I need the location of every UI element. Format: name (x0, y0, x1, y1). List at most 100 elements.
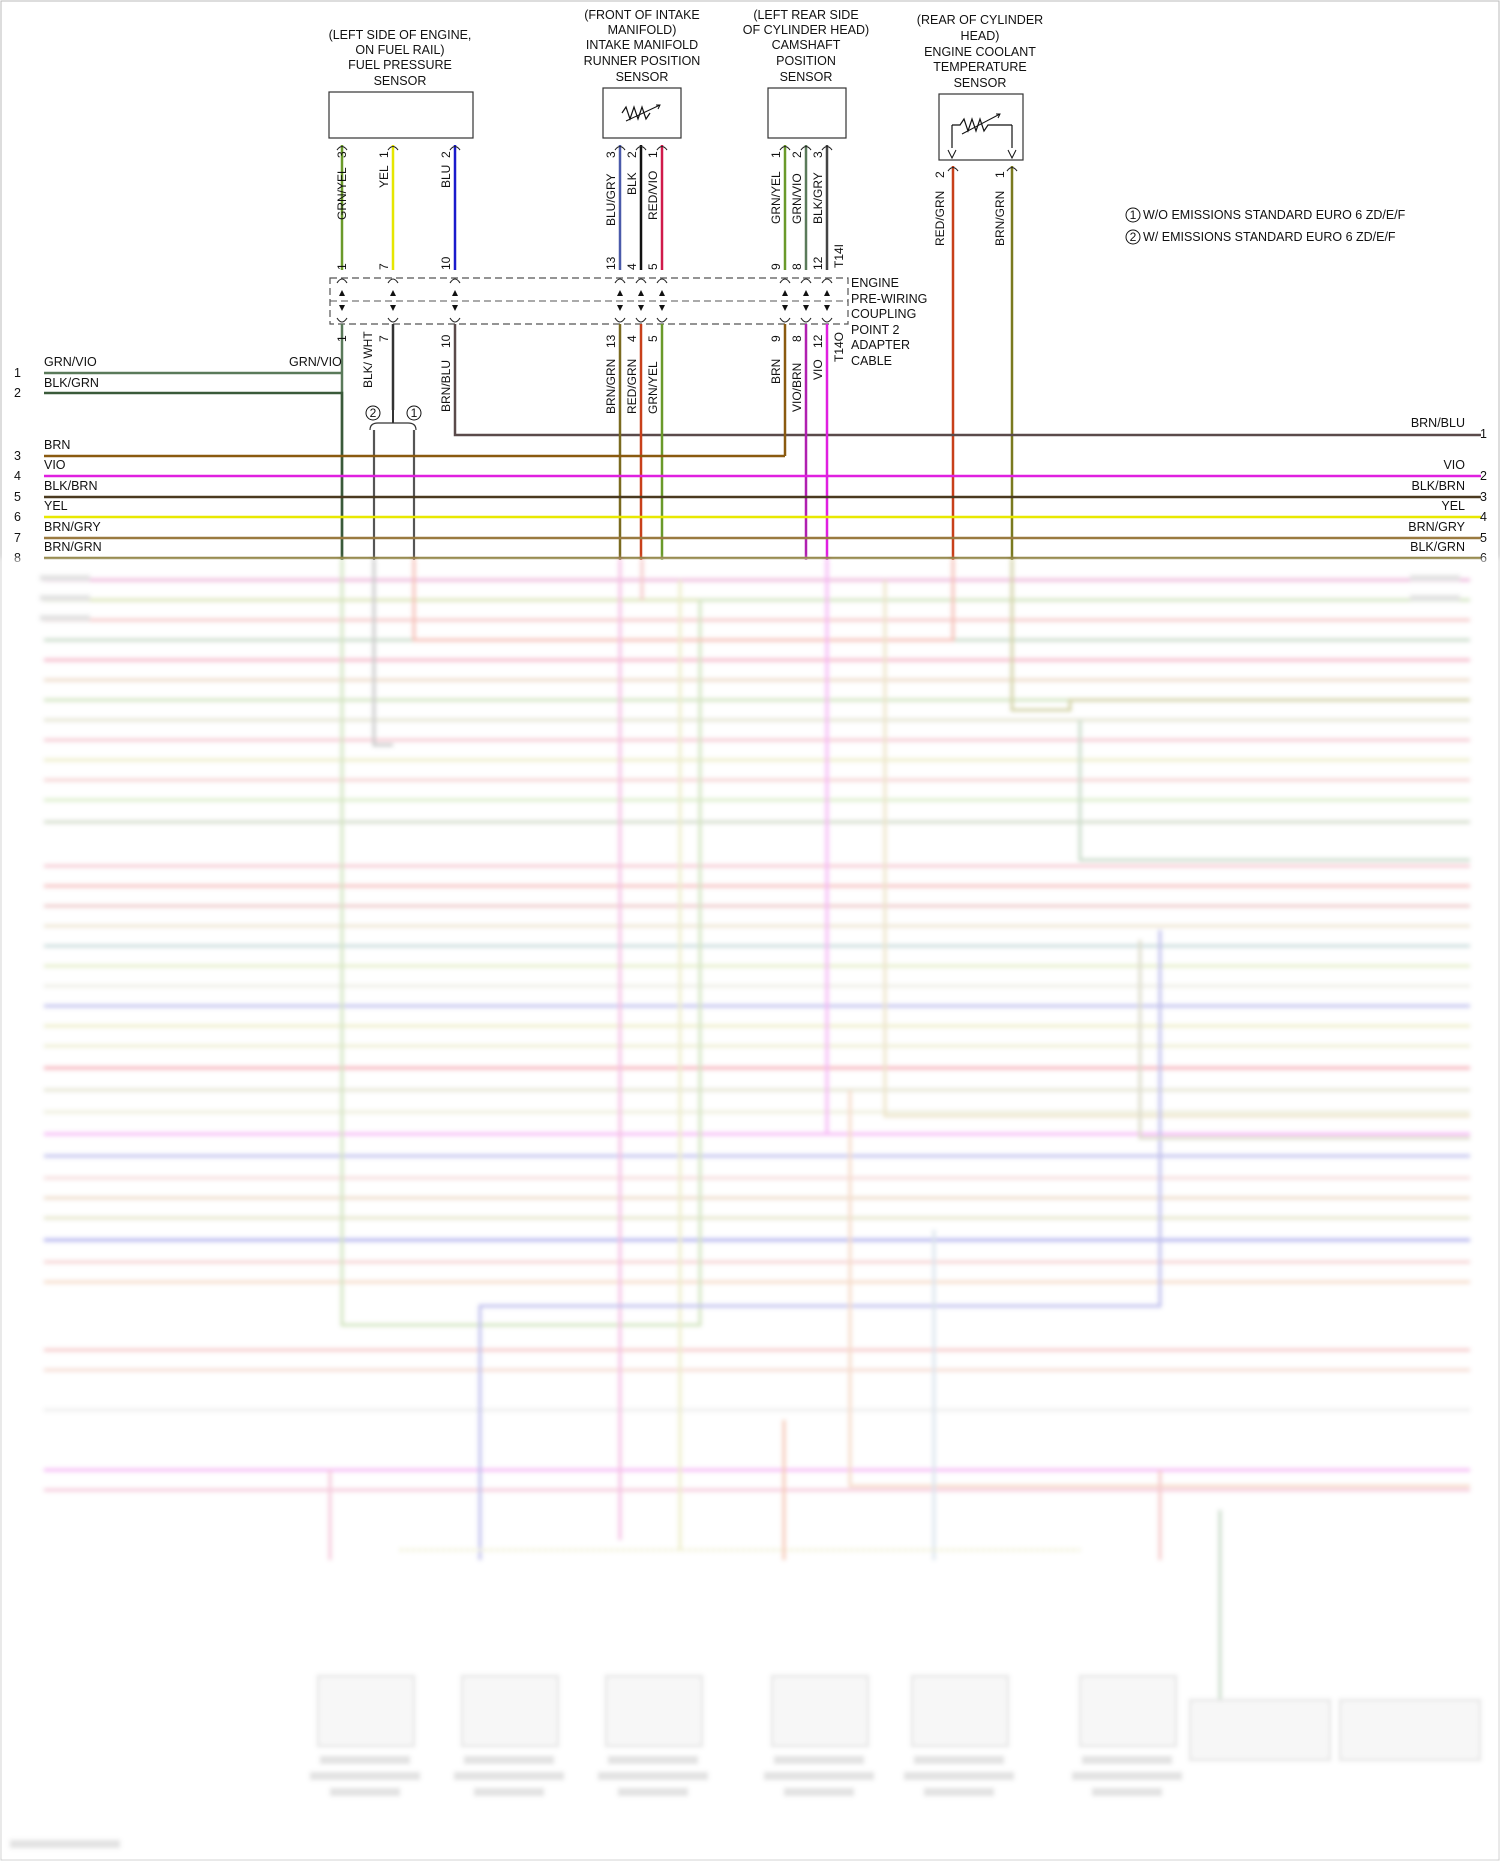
svg-text:BRN/GRY: BRN/GRY (1408, 520, 1465, 534)
upper-wires (340, 145, 1014, 560)
svg-text:BLU/GRY: BLU/GRY (604, 174, 618, 226)
svg-text:FUEL PRESSURE: FUEL PRESSURE (348, 58, 452, 72)
svg-text:W/ EMISSIONS STANDARD EURO 6 Z: W/ EMISSIONS STANDARD EURO 6 ZD/E/F (1143, 230, 1396, 244)
svg-text:2: 2 (14, 386, 21, 400)
svg-text:2: 2 (439, 151, 453, 158)
svg-text:4: 4 (625, 263, 639, 270)
svg-text:YEL: YEL (1441, 499, 1465, 513)
svg-text:COUPLING: COUPLING (851, 307, 916, 321)
svg-text:ON FUEL RAIL): ON FUEL RAIL) (355, 43, 444, 57)
svg-text:CABLE: CABLE (851, 354, 892, 368)
svg-text:SENSOR: SENSOR (954, 76, 1007, 90)
svg-text:1: 1 (14, 366, 21, 380)
fuel-pressure-sensor: (LEFT SIDE OF ENGINE, ON FUEL RAIL) FUEL… (328, 28, 474, 139)
svg-text:4: 4 (625, 335, 639, 342)
svg-text:10: 10 (439, 256, 453, 270)
svg-text:12: 12 (811, 256, 825, 270)
svg-text:4: 4 (14, 469, 21, 483)
top-pin-arcs (336, 145, 1018, 172)
svg-text:8: 8 (790, 335, 804, 342)
svg-text:VIO: VIO (44, 458, 66, 472)
svg-text:9: 9 (769, 335, 783, 342)
svg-text:5: 5 (14, 490, 21, 504)
svg-text:6: 6 (14, 510, 21, 524)
svg-text:4: 4 (1480, 510, 1487, 524)
svg-text:3: 3 (811, 151, 825, 158)
svg-text:1: 1 (1130, 208, 1137, 222)
svg-text:PRE-WIRING: PRE-WIRING (851, 292, 927, 306)
svg-text:1: 1 (411, 406, 418, 420)
svg-text:2: 2 (790, 151, 804, 158)
legend: 1 W/O EMISSIONS STANDARD EURO 6 ZD/E/F 2… (1125, 207, 1406, 245)
svg-text:(FRONT OF INTAKE: (FRONT OF INTAKE (584, 8, 700, 22)
svg-text:3: 3 (604, 151, 618, 158)
svg-text:5: 5 (646, 263, 660, 270)
svg-text:1: 1 (335, 263, 349, 270)
svg-text:8: 8 (790, 263, 804, 270)
svg-text:(LEFT REAR SIDE: (LEFT REAR SIDE (753, 8, 858, 22)
svg-text:7: 7 (377, 335, 391, 342)
svg-text:BRN: BRN (769, 359, 783, 384)
svg-text:3: 3 (335, 151, 349, 158)
svg-text:BLK/ WHT: BLK/ WHT (361, 331, 375, 388)
potentiometer-icon (621, 105, 651, 121)
svg-text:3: 3 (14, 449, 21, 463)
svg-text:INTAKE MANIFOLD: INTAKE MANIFOLD (586, 38, 698, 52)
svg-text:1: 1 (335, 335, 349, 342)
svg-text:BRN/GRY: BRN/GRY (44, 520, 101, 534)
svg-text:GRN/VIO: GRN/VIO (790, 173, 804, 224)
svg-text:7: 7 (14, 531, 21, 545)
svg-text:BLK/GRN: BLK/GRN (1410, 540, 1465, 554)
svg-text:13: 13 (604, 334, 618, 348)
thermistor-icon (951, 117, 1013, 148)
svg-text:POINT 2: POINT 2 (851, 323, 899, 337)
svg-text:12: 12 (811, 334, 825, 348)
svg-text:3: 3 (1480, 490, 1487, 504)
engine-coolant-temperature-sensor: (REAR OF CYLINDER HEAD) ENGINE COOLANT T… (917, 13, 1043, 161)
svg-text:BRN/GRN: BRN/GRN (44, 540, 102, 554)
svg-text:10: 10 (439, 334, 453, 348)
svg-text:BRN/GRN: BRN/GRN (993, 191, 1007, 246)
svg-text:1: 1 (646, 151, 660, 158)
svg-text:5: 5 (1480, 531, 1487, 545)
lower-wire-labels: 1 BLK/ WHT 7 BRN/BLU 10 BRN/GRN 13 RED/G… (335, 331, 846, 414)
svg-text:SENSOR: SENSOR (780, 70, 833, 84)
svg-text:1: 1 (993, 171, 1007, 178)
svg-text:2: 2 (933, 171, 947, 178)
svg-text:2: 2 (625, 151, 639, 158)
svg-text:ADAPTER: ADAPTER (851, 338, 910, 352)
svg-text:GRN/YEL: GRN/YEL (646, 361, 660, 414)
svg-text:VIO: VIO (1443, 458, 1465, 472)
svg-text:MANIFOLD): MANIFOLD) (608, 23, 677, 37)
svg-text:ENGINE COOLANT: ENGINE COOLANT (924, 45, 1036, 59)
svg-text:OF CYLINDER HEAD): OF CYLINDER HEAD) (743, 23, 869, 37)
svg-text:T14O: T14O (832, 332, 846, 362)
svg-text:SENSOR: SENSOR (374, 74, 427, 88)
svg-text:1: 1 (377, 151, 391, 158)
svg-text:BRN/BLU: BRN/BLU (1411, 416, 1465, 430)
svg-text:7: 7 (377, 263, 391, 270)
svg-text:9: 9 (769, 263, 783, 270)
svg-text:HEAD): HEAD) (961, 29, 1000, 43)
svg-text:2: 2 (1480, 469, 1487, 483)
svg-text:GRN/YEL: GRN/YEL (335, 167, 349, 220)
camshaft-position-sensor: (LEFT REAR SIDE OF CYLINDER HEAD) CAMSHA… (743, 8, 869, 139)
svg-text:BLK/GRY: BLK/GRY (811, 172, 825, 224)
intake-manifold-runner-position-sensor: (FRONT OF INTAKE MANIFOLD) INTAKE MANIFO… (584, 8, 700, 139)
svg-text:RED/GRN: RED/GRN (933, 191, 947, 246)
svg-text:YEL: YEL (44, 499, 68, 513)
svg-text:2: 2 (1130, 230, 1137, 244)
obscured-lower-diagram (0, 558, 1500, 1861)
svg-text:BLK/GRN: BLK/GRN (44, 376, 99, 390)
upper-wire-labels: GRN/YEL 3 1 YEL 1 7 BLU 2 10 BLU/GRY 3 1… (335, 151, 1007, 270)
svg-text:RED/VIO: RED/VIO (646, 171, 660, 220)
pre-wiring-coupling-connector: ENGINE PRE-WIRING COUPLING POINT 2 ADAPT… (329, 276, 927, 368)
svg-text:(REAR OF CYLINDER: (REAR OF CYLINDER (917, 13, 1043, 27)
svg-text:BLU: BLU (439, 165, 453, 188)
svg-text:CAMSHAFT: CAMSHAFT (772, 38, 841, 52)
svg-text:1: 1 (769, 151, 783, 158)
left-bus-labels: 1 GRN/VIO GRN/VIO 2 BLK/GRN 3 BRN 4 VIO … (14, 355, 342, 565)
svg-text:(LEFT SIDE OF ENGINE,: (LEFT SIDE OF ENGINE, (329, 28, 472, 42)
svg-text:GRN/VIO: GRN/VIO (289, 355, 342, 369)
